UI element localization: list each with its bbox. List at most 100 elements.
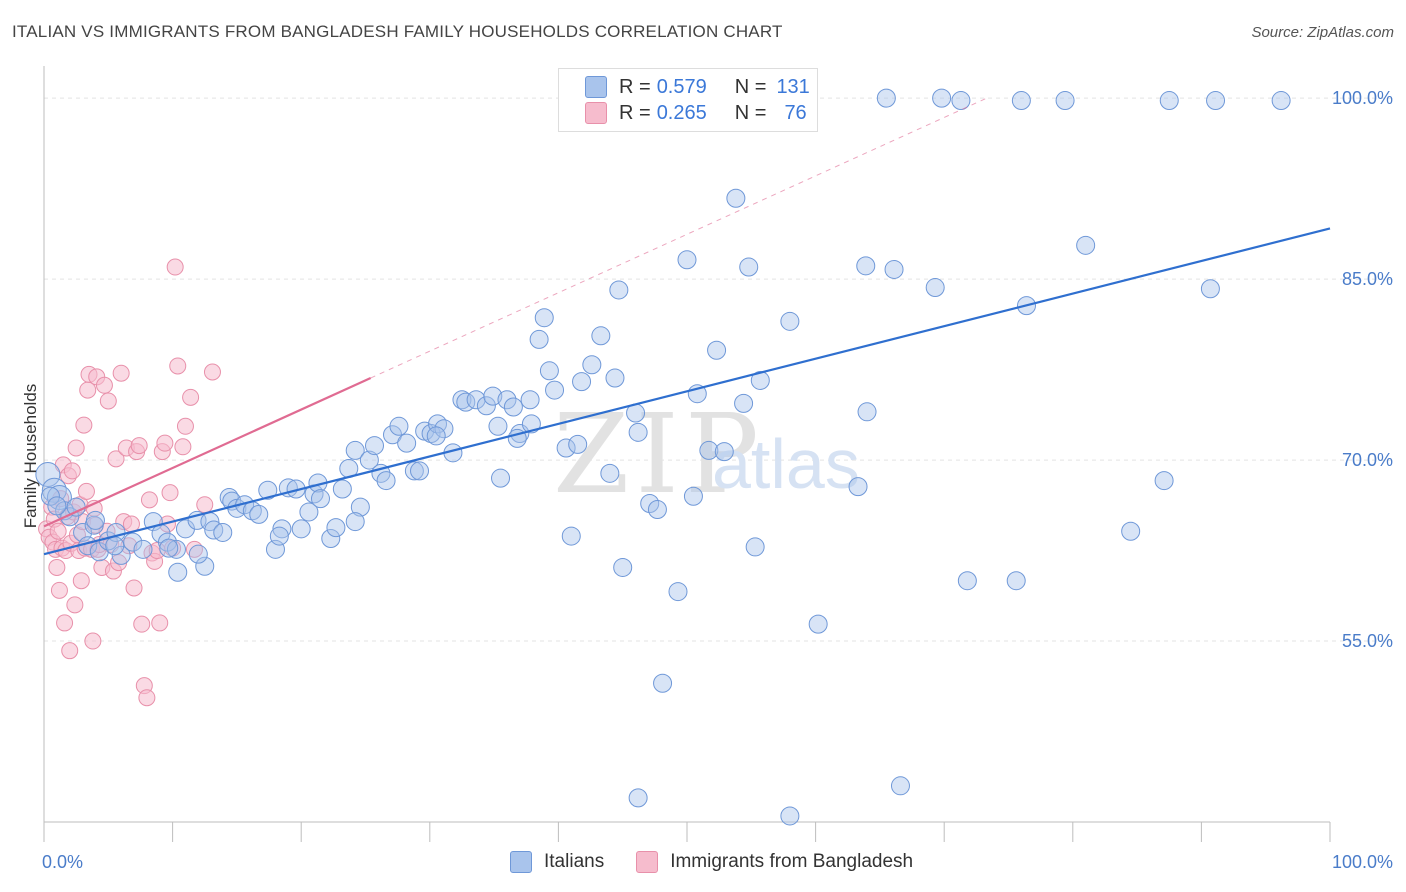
bangladesh-trend-line [43,377,372,528]
italians-point [269,526,289,546]
italians-point [40,486,60,506]
italians-point [857,402,877,422]
bangladesh-point [138,689,156,707]
bangladesh-point [66,596,84,614]
bangladesh-swatch [585,102,607,124]
legend-item-bangladesh[interactable]: Immigrants from Bangladesh [636,851,913,873]
italians-point [213,522,233,542]
italians-point [568,434,588,454]
italians-point [951,91,971,111]
watermark-atlas: atlas [712,425,860,503]
italians-point [628,788,648,808]
italians-point [572,372,592,392]
italians-point [739,257,759,277]
italians-point [647,500,667,520]
italians-point [503,397,523,417]
legend-bangladesh-label: Immigrants from Bangladesh [670,851,914,872]
legend-r-value: 0.265 [656,101,707,124]
bangladesh-point [203,363,221,381]
bangladesh-point [56,614,74,632]
italians-point [668,582,688,602]
italians-point [105,536,125,556]
italians-point [428,414,448,434]
italians-point [123,532,143,552]
italians-point [534,308,554,328]
bangladesh-point [50,581,68,599]
italians-point [159,538,179,558]
legend-r-value: 0.579 [656,75,707,98]
gridlines [44,97,1395,642]
bangladesh-point [84,632,102,650]
italians-point [707,340,727,360]
bangladesh-point [67,439,85,457]
italians-point [780,806,800,826]
italians-point [272,519,292,539]
legend-r-label: R = [619,75,651,98]
italians-point [1076,235,1096,255]
italians-point [890,776,910,796]
bangladesh-point [133,615,151,633]
italians-point [166,539,186,559]
italians-point [1200,279,1220,299]
bangladesh-point [107,450,125,468]
y-axis-label: Family Households [21,384,40,529]
axes [43,66,1331,842]
italians-point [529,329,549,349]
italians-point [734,393,754,413]
bangladesh-trend-extension [370,97,987,379]
legend-r-label: R = [619,101,651,124]
italians-point [350,497,370,517]
italians-point [848,477,868,497]
italians-point [683,486,703,506]
trend-lines [43,97,1331,556]
bangladesh-point [61,642,79,660]
italians-point [376,471,396,491]
italians-point [35,462,61,488]
italians-point [345,440,365,460]
italians-point [410,461,430,481]
italians-point [582,355,602,375]
legend-row-italians: R = 0.579 N = 131 [585,74,810,100]
bangladesh-point [140,491,158,509]
bangladesh-point [130,437,148,455]
italians-point [1154,471,1174,491]
italians-point [520,390,540,410]
italians-point [426,426,446,446]
italians-point [856,256,876,276]
italians-point [258,480,278,500]
italians-trend-line [43,227,1331,556]
legend-item-italians[interactable]: Italians [510,851,604,873]
bangladesh-points [38,258,221,707]
bangladesh-point [99,392,117,410]
italians-point [726,188,746,208]
italians-point [85,510,105,530]
y-tick-label: 55.0% [1342,631,1393,651]
legend-n-label: N = [734,101,767,124]
italians-point [466,390,486,410]
italians-point [653,673,673,693]
italians-point [957,571,977,591]
italians-point [47,496,67,516]
italians-point [188,544,208,564]
y-tick-label: 85.0% [1342,269,1393,289]
legend-n-value: 76 [784,101,807,124]
italians-point [389,416,409,436]
italians-point [521,414,541,434]
italians-point [932,88,952,108]
italians-point [195,556,215,576]
italians-point [310,489,330,509]
tick-labels: 55.0% 70.0% 85.0% 100.0% 0.0% 100.0% [42,88,1393,872]
italians-point [699,440,719,460]
italians-point [404,461,424,481]
legend-n-value: 131 [776,75,810,98]
italians-point [299,502,319,522]
italians-point [168,562,188,582]
italians-point [66,497,86,517]
italians-point [780,311,800,331]
y-tick-label: 100.0% [1332,88,1393,108]
italians-point [808,614,828,634]
italians-point [111,545,131,565]
italians-point [539,361,559,381]
italians-point [1121,521,1141,541]
bangladesh-point [182,388,200,406]
